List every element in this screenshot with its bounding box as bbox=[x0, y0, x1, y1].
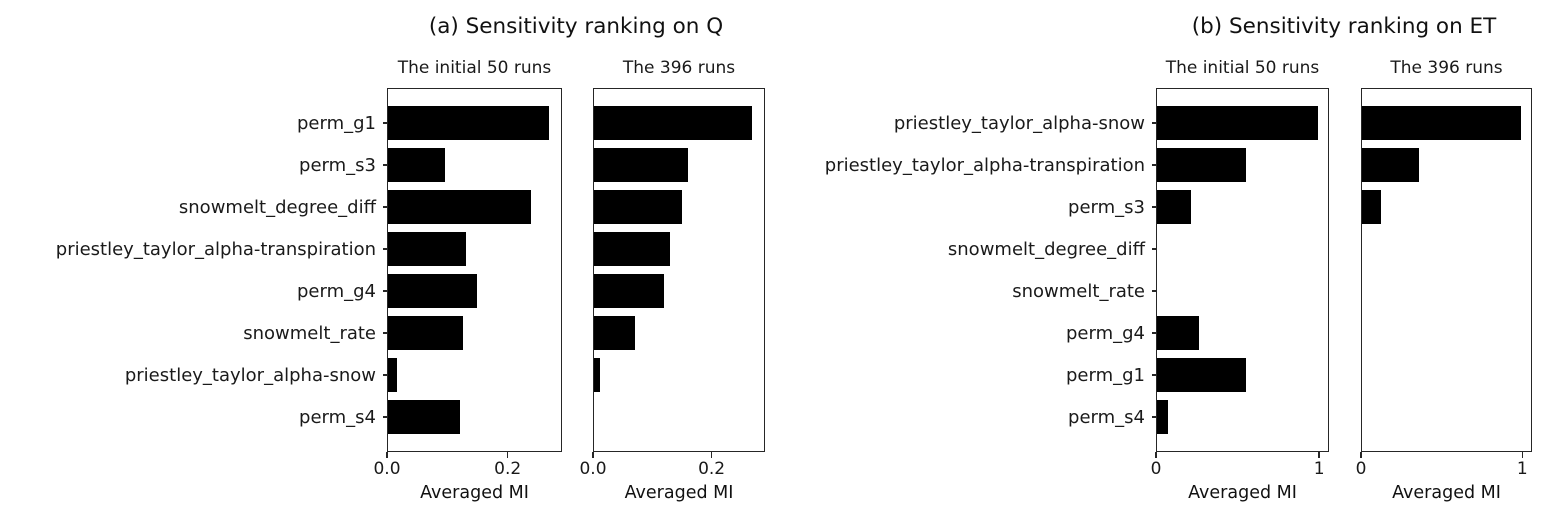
x-tick-mark bbox=[1318, 452, 1320, 458]
x-tick-mark bbox=[1360, 452, 1362, 458]
category-label: perm_g1 bbox=[1066, 364, 1145, 386]
y-tick-mark bbox=[1152, 290, 1156, 292]
plot-area bbox=[387, 88, 562, 452]
bar bbox=[1157, 105, 1319, 140]
y-tick-mark bbox=[383, 122, 387, 124]
y-tick-mark bbox=[383, 374, 387, 376]
y-tick-mark bbox=[1152, 164, 1156, 166]
x-axis-label: Averaged MI bbox=[1188, 483, 1297, 503]
y-tick-mark bbox=[1152, 332, 1156, 334]
x-tick-mark bbox=[506, 452, 509, 458]
panel-title: (a) Sensitivity ranking on Q bbox=[428, 14, 724, 39]
x-tick-label: 1 bbox=[1313, 459, 1325, 479]
bar bbox=[388, 189, 532, 224]
category-label: perm_s4 bbox=[1068, 406, 1145, 428]
bar bbox=[1157, 189, 1191, 224]
x-tick-mark bbox=[592, 452, 594, 458]
bar bbox=[594, 189, 682, 224]
bar bbox=[1362, 189, 1382, 224]
bar bbox=[1362, 105, 1522, 140]
bar bbox=[594, 231, 671, 266]
subplot-title: The 396 runs bbox=[622, 58, 736, 78]
x-axis-label: Averaged MI bbox=[624, 483, 734, 503]
category-label: snowmelt_degree_diff bbox=[947, 238, 1145, 260]
y-tick-mark bbox=[383, 416, 387, 418]
category-label: priestley_taylor_alpha-snow bbox=[893, 112, 1145, 134]
x-tick-label: 0.0 bbox=[579, 459, 607, 479]
bar bbox=[388, 147, 445, 182]
subplot-title: The 396 runs bbox=[1390, 58, 1503, 78]
category-label: perm_s3 bbox=[299, 154, 376, 176]
y-tick-mark bbox=[1152, 206, 1156, 208]
x-axis-label: Averaged MI bbox=[420, 483, 529, 503]
bar bbox=[594, 147, 688, 182]
y-tick-mark bbox=[383, 332, 387, 334]
x-tick-mark bbox=[710, 452, 713, 458]
plot-area bbox=[1156, 88, 1329, 452]
category-label: snowmelt_degree_diff bbox=[178, 196, 376, 218]
bar bbox=[594, 105, 753, 140]
category-label: perm_s4 bbox=[299, 406, 376, 428]
category-label: perm_s3 bbox=[1068, 196, 1145, 218]
bar bbox=[1157, 399, 1169, 434]
bar bbox=[388, 105, 550, 140]
bar bbox=[388, 357, 397, 392]
y-tick-mark bbox=[383, 206, 387, 208]
category-label: priestley_taylor_alpha-transpiration bbox=[824, 154, 1145, 176]
x-tick-label: 1 bbox=[1516, 459, 1528, 479]
bar bbox=[388, 231, 466, 266]
x-axis-label: Averaged MI bbox=[1392, 483, 1501, 503]
category-label: snowmelt_rate bbox=[243, 322, 376, 344]
subplot-title: The initial 50 runs bbox=[397, 58, 552, 78]
category-label: perm_g4 bbox=[1066, 322, 1145, 344]
subplot-title: The initial 50 runs bbox=[1165, 58, 1320, 78]
bar bbox=[388, 399, 460, 434]
bar bbox=[1157, 357, 1246, 392]
panel-title: (b) Sensitivity ranking on ET bbox=[1191, 14, 1497, 39]
y-tick-mark bbox=[1152, 248, 1156, 250]
x-tick-label: 0 bbox=[1355, 459, 1367, 479]
x-tick-label: 0 bbox=[1150, 459, 1162, 479]
x-tick-mark bbox=[1521, 452, 1524, 458]
category-label: perm_g1 bbox=[297, 112, 376, 134]
bar bbox=[594, 273, 665, 308]
bar bbox=[388, 315, 463, 350]
bar bbox=[1362, 147, 1420, 182]
x-tick-mark bbox=[386, 452, 388, 458]
y-tick-mark bbox=[383, 290, 387, 292]
category-label: priestley_taylor_alpha-transpiration bbox=[55, 238, 376, 260]
category-label: snowmelt_rate bbox=[1012, 280, 1145, 302]
x-tick-label: 0.2 bbox=[698, 459, 726, 479]
bar bbox=[594, 357, 600, 392]
x-tick-label: 0.0 bbox=[373, 459, 401, 479]
y-tick-mark bbox=[1152, 122, 1156, 124]
x-tick-mark bbox=[1155, 452, 1157, 458]
plot-area bbox=[593, 88, 765, 452]
bar bbox=[594, 315, 636, 350]
plot-area bbox=[1361, 88, 1532, 452]
category-label: perm_g4 bbox=[297, 280, 376, 302]
y-tick-mark bbox=[383, 248, 387, 250]
y-tick-mark bbox=[383, 164, 387, 166]
category-label: priestley_taylor_alpha-snow bbox=[124, 364, 376, 386]
bar bbox=[388, 273, 478, 308]
y-tick-mark bbox=[1152, 374, 1156, 376]
bar bbox=[1157, 315, 1199, 350]
y-tick-mark bbox=[1152, 416, 1156, 418]
bar bbox=[1157, 147, 1246, 182]
x-tick-label: 0.2 bbox=[494, 459, 522, 479]
